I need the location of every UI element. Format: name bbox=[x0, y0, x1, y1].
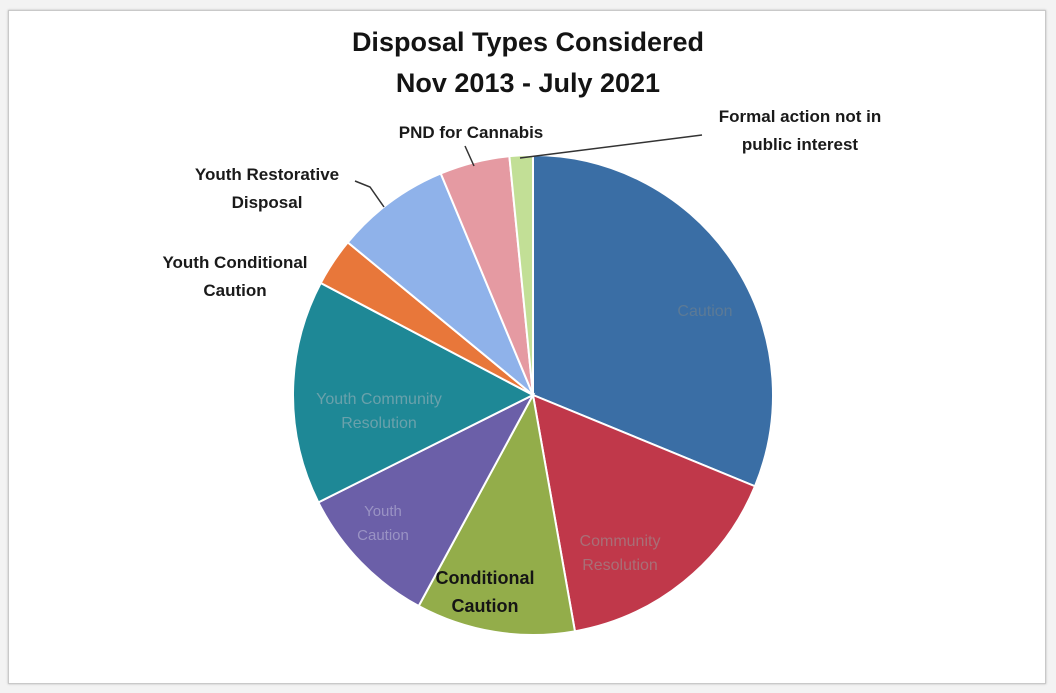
pie-slice-youth-community-resolution bbox=[292, 281, 536, 504]
slice-label-youth-caution: Youth Caution bbox=[357, 503, 409, 544]
chart-title-line-2: Nov 2013 - July 2021 bbox=[395, 68, 661, 98]
slice-label-caution: Caution bbox=[677, 303, 732, 320]
chart-title-line-1: Disposal Types Considered bbox=[351, 27, 705, 57]
leader-pnd-cannabis bbox=[464, 145, 475, 167]
pie-slice-youth-caution bbox=[317, 392, 536, 608]
leader-formal-action bbox=[519, 134, 703, 159]
slice-label-youth-conditional-caution: Youth Conditional Caution bbox=[162, 253, 307, 300]
pie-slice-conditional-caution bbox=[417, 392, 577, 636]
pie-slice-community-resolution bbox=[531, 393, 757, 633]
slice-label-pnd-for-cannabis: PND for Cannabis bbox=[399, 123, 544, 142]
slice-label-youth-community-resolution: Youth Community Resolution bbox=[316, 391, 442, 432]
slice-label-conditional-caution: Conditional Caution bbox=[436, 568, 535, 616]
slice-label-community-resolution: Community Resolution bbox=[580, 533, 661, 574]
leader-youth-restorative bbox=[354, 180, 385, 208]
slice-label-youth-restorative-disposal: Youth Restorative Disposal bbox=[195, 165, 339, 212]
pie-slice-caution bbox=[532, 153, 774, 488]
pie-slice-youth-restorative-disposal bbox=[346, 172, 534, 396]
slice-label-formal-action-not-in-public-interest: Formal action not in public interest bbox=[719, 107, 881, 154]
pie-slice-formal-action-not-in-public-interest bbox=[508, 153, 534, 396]
